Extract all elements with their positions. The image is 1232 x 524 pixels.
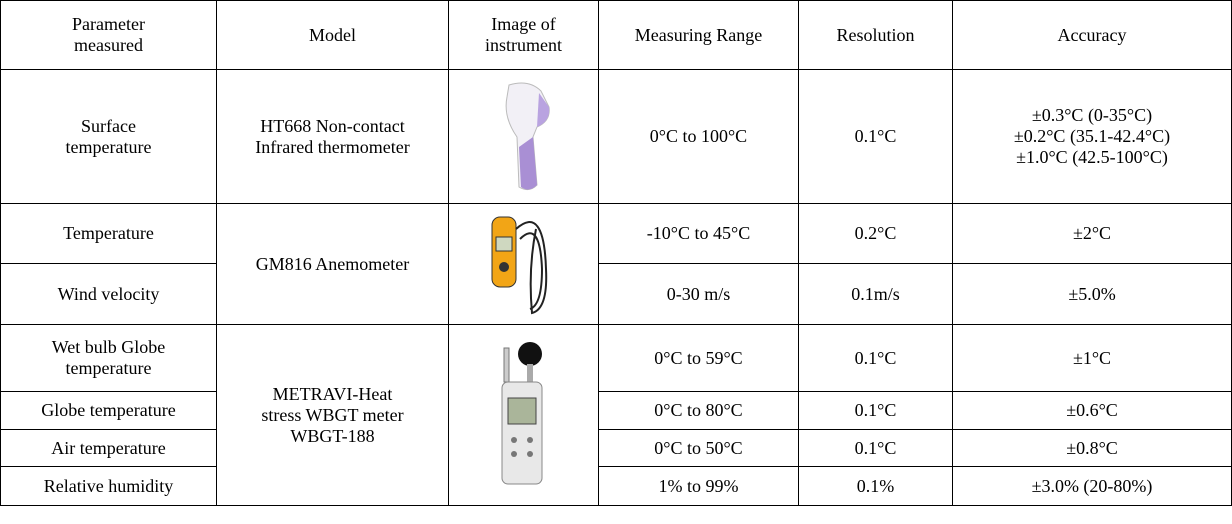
column-header: Accuracy bbox=[952, 0, 1232, 70]
header-row: Parameter measured Model Image of instrume… bbox=[0, 0, 1232, 70]
accuracy-cell: ±0.3°C (0-35°C) ±0.2°C (35.1-42.4°C) ±1.… bbox=[952, 69, 1232, 204]
parameter-cell: Wind velocity bbox=[0, 263, 217, 325]
icon-shape bbox=[518, 232, 543, 310]
instrument-image bbox=[448, 324, 599, 506]
instrument-icon bbox=[505, 82, 550, 190]
icon-shape bbox=[510, 437, 517, 443]
model-cell: METRAVI-Heat stress WBGT meter WBGT-188 bbox=[216, 324, 449, 506]
parameter-cell: Relative humidity bbox=[0, 466, 217, 506]
range-cell: 0°C to 80°C bbox=[598, 391, 799, 430]
table-row: Wind velocity 0-30 m/s 0.1m/s ±5.0% bbox=[0, 263, 1232, 325]
instrument-table: Parameter measured Model Image of instrume… bbox=[0, 0, 1232, 506]
model-cell: HT668 Non-contact Infrared thermometer bbox=[216, 69, 449, 204]
resolution-cell: 0.1°C bbox=[798, 69, 953, 204]
resolution-cell: 0.1°C bbox=[798, 391, 953, 430]
parameter-cell: Wet bulb Globe temperature bbox=[0, 324, 217, 392]
range-cell: 0°C to 100°C bbox=[598, 69, 799, 204]
range-cell: 0-30 m/s bbox=[598, 263, 799, 325]
resolution-cell: 0.1m/s bbox=[798, 263, 953, 325]
parameter-cell: Globe temperature bbox=[0, 391, 217, 430]
icon-shape bbox=[495, 236, 512, 252]
resolution-cell: 0.1°C bbox=[798, 324, 953, 392]
range-cell: -10°C to 45°C bbox=[598, 203, 799, 264]
icon-shape bbox=[501, 381, 542, 485]
column-header: Image of instrument bbox=[448, 0, 599, 70]
table-row: Air temperature 0°C to 50°C 0.1°C ±0.8°C bbox=[0, 429, 1232, 467]
icon-shape bbox=[510, 451, 517, 457]
resolution-cell: 0.1% bbox=[798, 466, 953, 506]
table-row: Surface temperature HT668 Non-contact Inf… bbox=[0, 69, 1232, 204]
icon-shape bbox=[517, 342, 542, 366]
column-header: Resolution bbox=[798, 0, 953, 70]
column-header: Model bbox=[216, 0, 449, 70]
icon-shape bbox=[526, 437, 533, 443]
accuracy-cell: ±0.8°C bbox=[952, 429, 1232, 467]
column-header: Parameter measured bbox=[0, 0, 217, 70]
icon-shape bbox=[526, 364, 533, 384]
range-cell: 0°C to 59°C bbox=[598, 324, 799, 392]
parameter-cell: Air temperature bbox=[0, 429, 217, 467]
table-row: Relative humidity 1% to 99% 0.1% ±3.0% (20-… bbox=[0, 466, 1232, 506]
table-row: Temperature GM816 Anemometer -10°C to 45°C… bbox=[0, 203, 1232, 325]
table-row: Wet bulb Globe temperature METRAVI-Heat s… bbox=[0, 324, 1232, 506]
range-cell: 1% to 99% bbox=[598, 466, 799, 506]
icon-shape bbox=[536, 92, 549, 127]
icon-shape bbox=[518, 136, 537, 190]
icon-shape bbox=[498, 262, 509, 272]
instrument-image bbox=[448, 69, 599, 204]
resolution-cell: 0.2°C bbox=[798, 203, 953, 264]
model-cell: GM816 Anemometer bbox=[216, 203, 449, 325]
table-row: Globe temperature 0°C to 80°C 0.1°C ±0.6°C bbox=[0, 391, 1232, 430]
accuracy-cell: ±2°C bbox=[952, 203, 1232, 264]
accuracy-cell: ±1°C bbox=[952, 324, 1232, 392]
icon-shape bbox=[514, 221, 547, 315]
accuracy-cell: ±3.0% (20-80%) bbox=[952, 466, 1232, 506]
resolution-cell: 0.1°C bbox=[798, 429, 953, 467]
accuracy-cell: ±0.6°C bbox=[952, 391, 1232, 430]
icon-shape bbox=[491, 216, 516, 288]
instrument-image bbox=[448, 203, 599, 325]
table-body: Surface temperature HT668 Non-contact Inf… bbox=[0, 69, 1232, 506]
range-cell: 0°C to 50°C bbox=[598, 429, 799, 467]
accuracy-cell: ±5.0% bbox=[952, 263, 1232, 325]
parameter-cell: Temperature bbox=[0, 203, 217, 264]
instrument-icon bbox=[491, 216, 547, 315]
icon-shape bbox=[526, 451, 533, 457]
parameter-cell: Surface temperature bbox=[0, 69, 217, 204]
icon-shape bbox=[507, 397, 536, 425]
instrument-icon bbox=[501, 342, 542, 485]
icon-shape bbox=[503, 347, 509, 383]
column-header: Measuring Range bbox=[598, 0, 799, 70]
